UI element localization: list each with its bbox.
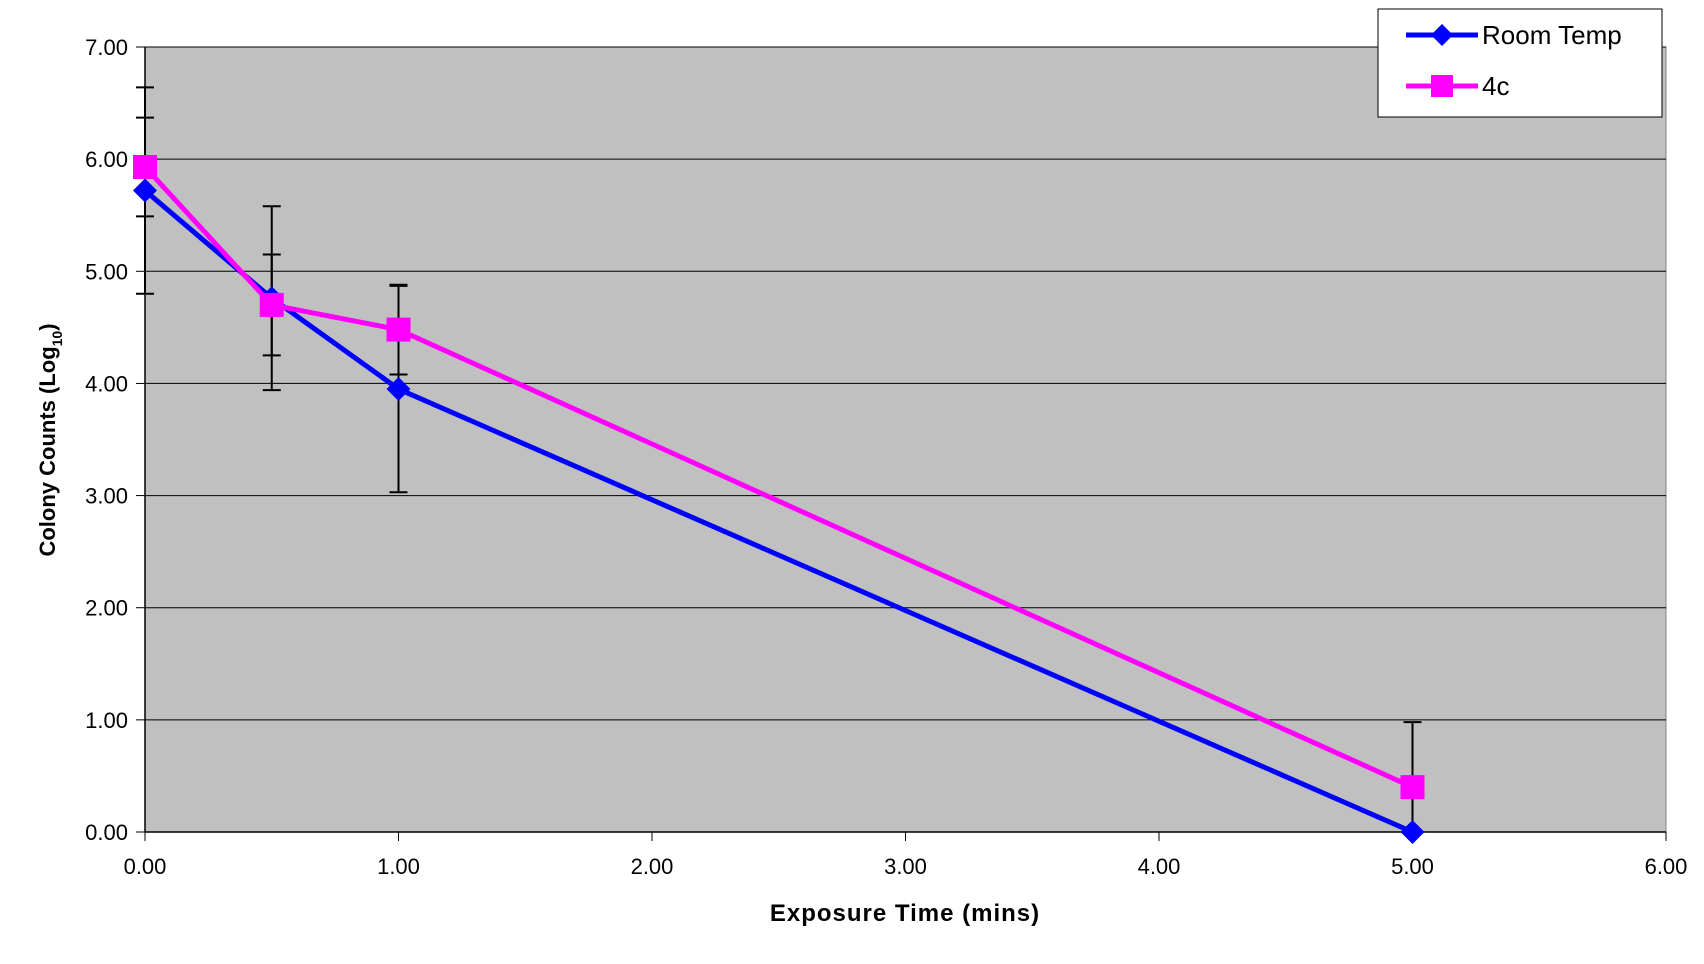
legend-marker-room-temp [1431, 24, 1453, 46]
x-axis-label: Exposure Time (mins) [770, 900, 1040, 927]
data-point-4c [133, 154, 157, 179]
x-tick-label: 5.00 [1391, 854, 1434, 879]
y-axis-label-subscript: 10 [49, 331, 65, 347]
y-tick-label: 4.00 [85, 371, 128, 396]
y-tick-label: 7.00 [85, 35, 128, 60]
series-line-4c [143, 165, 1414, 790]
y-tick-label: 2.00 [85, 596, 128, 621]
x-tick-label: 2.00 [631, 854, 674, 879]
data-point-4c [386, 317, 411, 342]
data-point-4c [1400, 775, 1425, 800]
y-tick-label: 1.00 [85, 708, 128, 733]
x-tick-label: 6.00 [1645, 854, 1688, 879]
data-point-room-temp [133, 178, 157, 203]
legend: Room Temp 4c [1377, 8, 1663, 118]
y-tick-label: 3.00 [85, 484, 128, 509]
legend-label-4c: 4c [1482, 71, 1509, 101]
data-point-4c [259, 292, 284, 317]
y-tick-label: 0.00 [85, 820, 128, 845]
x-tick-label: 4.00 [1138, 854, 1181, 879]
x-tick-label: 1.00 [377, 854, 420, 879]
series-lines [143, 165, 1414, 835]
series-markers [133, 154, 1425, 844]
data-point-room-temp [1400, 820, 1425, 844]
y-axis-label: Colony Counts (Log10) [35, 323, 65, 556]
y-axis-label-suffix: ) [35, 323, 60, 330]
series-line-room-temp [143, 188, 1414, 835]
y-tick-label: 5.00 [85, 259, 128, 284]
plot-area [144, 46, 1667, 833]
legend-marker-4c [1431, 75, 1453, 97]
x-tick-label: 3.00 [884, 854, 927, 879]
x-tick-label: 0.00 [124, 854, 167, 879]
legend-label-room-temp: Room Temp [1482, 20, 1622, 50]
legend-box [1377, 8, 1663, 118]
axes: 0.00 1.00 2.00 3.00 4.00 5.00 6.00 7.00 0.00 1.00… [85, 35, 1687, 879]
y-axis-label-main: Colony Counts (Log [35, 346, 60, 556]
data-point-room-temp [386, 377, 411, 402]
y-tick-label: 6.00 [85, 147, 128, 172]
